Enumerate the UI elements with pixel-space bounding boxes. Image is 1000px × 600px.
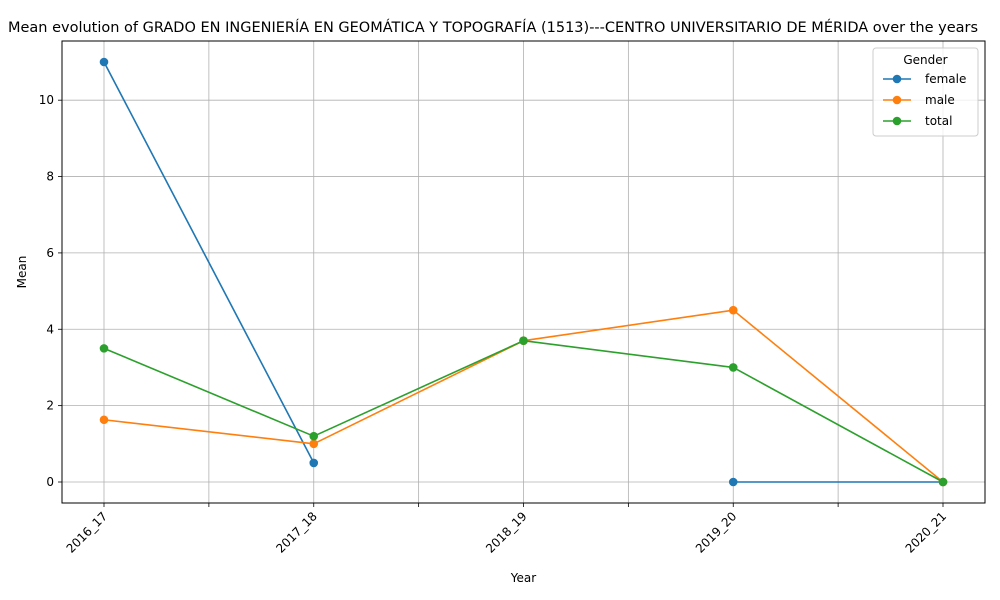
- chart-title: Mean evolution of GRADO EN INGENIERÍA EN…: [8, 19, 978, 36]
- legend-marker-total: [892, 116, 902, 126]
- data-point-male: [728, 305, 738, 315]
- data-point-male: [309, 439, 319, 449]
- legend-label-female: female: [925, 72, 966, 86]
- legend-entry-female: female: [883, 72, 966, 86]
- y-tick-label: 4: [46, 322, 54, 336]
- y-ticks: 0 2 4 6 8 10: [39, 93, 62, 489]
- legend-title: Gender: [903, 53, 947, 67]
- data-point-total: [728, 363, 738, 372]
- legend-entries: female male total: [883, 72, 966, 128]
- series-line-female: [103, 61, 315, 464]
- y-tick-label: 0: [46, 475, 54, 489]
- y-tick-label: 6: [46, 246, 54, 260]
- legend-entry-male: male: [883, 93, 955, 107]
- y-tick-label: 10: [39, 93, 54, 107]
- legend-box: [872, 47, 979, 137]
- legend-label-total: total: [925, 114, 952, 128]
- data-point-total: [519, 336, 528, 346]
- data-point-female: [728, 477, 738, 487]
- y-axis-label: Mean: [15, 256, 29, 289]
- legend-label-male: male: [925, 93, 955, 107]
- y-tick-label: 2: [46, 399, 54, 413]
- legend: Gender female male total: [872, 47, 979, 137]
- legend-marker-female: [892, 74, 902, 84]
- series-total: [99, 336, 948, 487]
- x-axis-label: Year: [510, 571, 536, 585]
- legend-entry-total: total: [883, 114, 952, 128]
- y-tick-label: 8: [46, 170, 54, 184]
- data-point-male: [99, 415, 109, 425]
- legend-marker-male: [892, 95, 902, 105]
- data-point-total: [938, 477, 948, 487]
- series-layer: [99, 57, 948, 487]
- data-point-female: [99, 57, 109, 67]
- data-point-total: [309, 431, 319, 441]
- data-point-total: [99, 344, 109, 353]
- data-point-female: [309, 458, 319, 468]
